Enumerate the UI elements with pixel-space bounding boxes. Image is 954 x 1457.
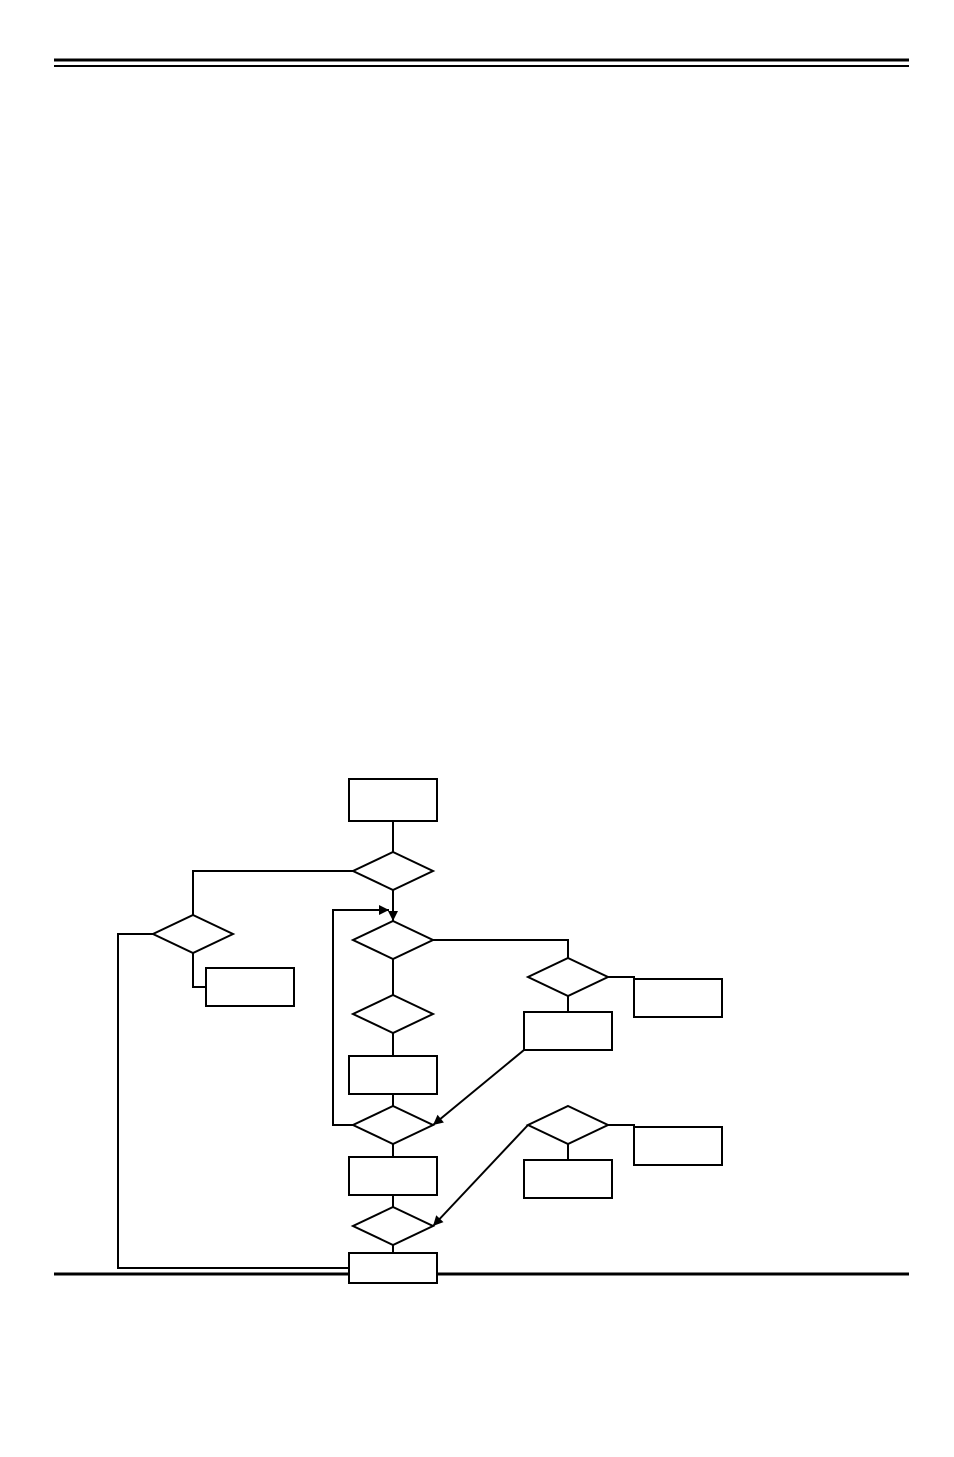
flow-node-d2 (353, 921, 433, 959)
flow-node-r_r1b (634, 979, 722, 1017)
flow-node-r_mid1 (349, 1056, 437, 1094)
flow-node-d4 (353, 1106, 433, 1144)
flow-node-r_r1a (524, 1012, 612, 1050)
flow-node-d3 (353, 995, 433, 1033)
flow-node-r_mid2 (349, 1157, 437, 1195)
flow-node-d_r1 (528, 958, 608, 996)
flowchart-canvas (0, 0, 954, 1457)
flow-node-r_r2b (634, 1127, 722, 1165)
flow-node-d_left (153, 915, 233, 953)
flow-node-r_r2a (524, 1160, 612, 1198)
flow-node-r_left (206, 968, 294, 1006)
flow-node-r_end (349, 1253, 437, 1283)
flow-node-r_start (349, 779, 437, 821)
flow-node-d_r2 (528, 1106, 608, 1144)
flow-node-d5 (353, 1207, 433, 1245)
flow-node-d1 (353, 852, 433, 890)
